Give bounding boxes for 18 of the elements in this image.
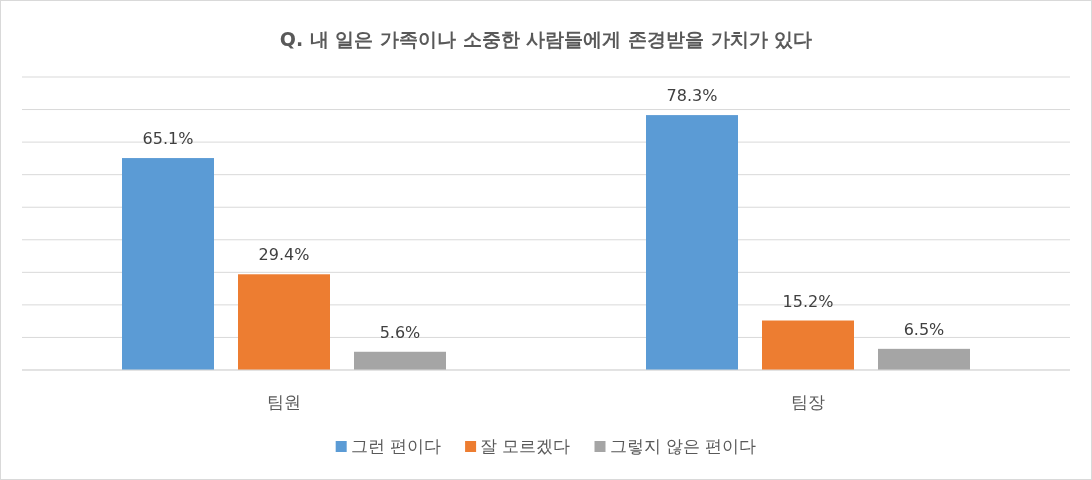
bar	[878, 348, 970, 370]
data-label: 6.5%	[903, 319, 945, 339]
data-label: 65.1%	[142, 129, 194, 149]
bar	[122, 158, 214, 370]
bar	[762, 320, 854, 370]
chart-title: Q. 내 일은 가족이나 소중한 사람들에게 존경받을 가치가 있다	[279, 28, 813, 50]
data-label: 15.2%	[782, 291, 834, 311]
legend-label: 잘 모르겠다	[480, 436, 571, 456]
x-tick-label: 팀장	[791, 392, 825, 412]
bar	[238, 274, 330, 370]
bar	[646, 115, 738, 370]
data-label: 5.6%	[379, 322, 421, 342]
data-label: 78.3%	[666, 86, 718, 106]
x-tick-label: 팀원	[267, 392, 301, 412]
bar	[354, 351, 446, 370]
legend-label: 그런 편이다	[350, 436, 442, 456]
legend-label: 그렇지 않은 편이다	[609, 436, 757, 456]
data-label: 29.4%	[258, 245, 310, 265]
